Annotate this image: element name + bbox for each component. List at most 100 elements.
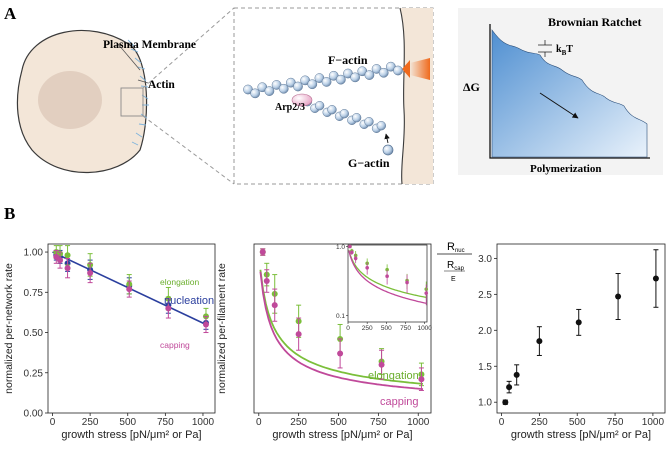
capping-point: [57, 257, 64, 264]
capping-point: [202, 321, 209, 328]
zoom-panel: Arp2/3 F−actin G−actin: [233, 7, 434, 185]
chart-ratio: 0 250 500 750 1000 1.0 1.5 2.0 2.5 3.0 growth stre…: [478, 243, 666, 441]
x-tick-label: 500: [119, 417, 136, 428]
capping-point: [337, 350, 344, 357]
zoom-panel-frame: [233, 7, 434, 185]
y-axis-label: normalized per-network rate: [3, 263, 15, 394]
inset-capping-point: [353, 256, 358, 261]
inset-x-tick-label: 1000: [417, 325, 432, 332]
ratchet-ylabel: ΔG: [463, 80, 480, 94]
factin-label: F−actin: [328, 53, 368, 67]
y-tick-label: 0.25: [24, 368, 44, 379]
zoom-line-top: [142, 7, 235, 89]
actin-label: Actin: [148, 79, 175, 91]
cell-nucleus: [38, 71, 102, 129]
inset-capping-point: [365, 265, 369, 270]
inset-y-tick-label: 0.1: [336, 313, 345, 320]
y-tick-label: 1.5: [478, 362, 492, 373]
y-axis-label: normalized per-filament rate: [216, 263, 228, 394]
x-axis-label: growth stress [pN/μm² or Pa]: [61, 429, 201, 441]
ratchet-axes: [489, 24, 650, 159]
legend-elongation: elongation: [160, 277, 200, 287]
capping-point: [165, 305, 172, 312]
legend-elongation: elongation: [368, 370, 419, 382]
y-tick-label: 3.0: [478, 254, 492, 265]
ratio-denominator: Rcap: [447, 260, 465, 272]
membrane-region: [400, 8, 433, 184]
ratio-point: [575, 319, 582, 326]
actin-subunit: [314, 101, 325, 111]
capping-point: [418, 376, 425, 383]
inset-x-tick-label: 750: [400, 325, 411, 332]
x-tick-label: 500: [330, 417, 347, 428]
x-tick-label: 250: [82, 417, 99, 428]
legend-capping: capping: [380, 396, 419, 408]
ratio-point: [502, 399, 509, 406]
zoom-box: [120, 87, 144, 117]
inset-y-tick-label: 1.0: [336, 244, 345, 251]
x-tick-label: 750: [370, 417, 387, 428]
x-tick-label: 750: [607, 417, 624, 428]
actin-subunit: [250, 88, 260, 99]
capping-point: [87, 269, 94, 276]
x-tick-label: 1000: [642, 417, 665, 428]
x-tick-label: 750: [157, 417, 174, 428]
actin-subunit: [293, 81, 303, 92]
capping-point: [271, 302, 278, 309]
inset-x-tick-label: 0: [346, 325, 350, 332]
legend-nucleation: nucleation: [164, 295, 214, 307]
capping-fit-curve: [259, 271, 424, 390]
ratchet-xlabel: Polymerization: [530, 163, 601, 175]
y-tick-label: 0.00: [24, 409, 44, 420]
actin-subunit: [393, 65, 403, 76]
capping-point: [263, 278, 270, 285]
x-tick-label: 0: [256, 417, 262, 428]
ratio-point: [513, 371, 520, 378]
panel-a-letter: A: [4, 4, 17, 23]
x-tick-label: 250: [290, 417, 307, 428]
cell-illustration: Plasma Membrane Actin: [16, 7, 235, 185]
panel-b-letter: B: [4, 204, 15, 223]
x-tick-label: 0: [499, 417, 505, 428]
plot-frame: [496, 243, 666, 414]
elongation-fit-curve: [259, 269, 424, 385]
y-tick-label: 0.75: [24, 288, 44, 299]
inset-capping-point: [348, 244, 352, 249]
inset-elongation-curve: [348, 249, 427, 299]
inset-capping-curve: [348, 250, 427, 304]
chart-per-network-rate: 0 250 500 750 1000 0.00 0.25 0.50 0.75 1.00 growth…: [3, 243, 216, 441]
capping-point: [259, 249, 266, 256]
gactin-monomer: [382, 144, 394, 156]
plasma-membrane-label: Plasma Membrane: [103, 39, 196, 51]
y-tick-label: 1.00: [24, 248, 44, 259]
panel-a: A Plasma Membrane Actin Arp: [4, 4, 663, 185]
actin-subunit: [307, 79, 318, 90]
capping-point: [295, 331, 302, 338]
inset-x-tick-label: 250: [362, 325, 373, 332]
inset-capping-point: [385, 274, 389, 278]
actin-subunit: [339, 109, 349, 119]
ratchet-title: Brownian Ratchet: [548, 15, 641, 29]
actin-subunit: [350, 72, 360, 83]
actin-subunit: [336, 74, 346, 85]
elongation-point: [64, 252, 71, 259]
capping-point: [378, 361, 385, 368]
plot-frame: [253, 243, 432, 414]
capping-point: [126, 286, 133, 293]
plot-frame: [47, 243, 216, 414]
y-tick-label: 2.0: [478, 326, 492, 337]
inset-x-tick-label: 500: [381, 325, 392, 332]
actin-subunit: [351, 113, 362, 123]
arp23-label: Arp2/3: [275, 102, 305, 113]
x-tick-label: 0: [50, 417, 56, 428]
inset-capping-point: [405, 280, 409, 285]
ratio-numerator: Rnuc: [447, 241, 465, 254]
ratio-point: [615, 293, 622, 300]
inset-capping-point: [350, 250, 354, 255]
inset-capping-point: [424, 291, 429, 295]
arp23-complex: [291, 93, 313, 107]
actin-filament-main: [243, 61, 403, 99]
y-tick-label: 0.50: [24, 328, 44, 339]
